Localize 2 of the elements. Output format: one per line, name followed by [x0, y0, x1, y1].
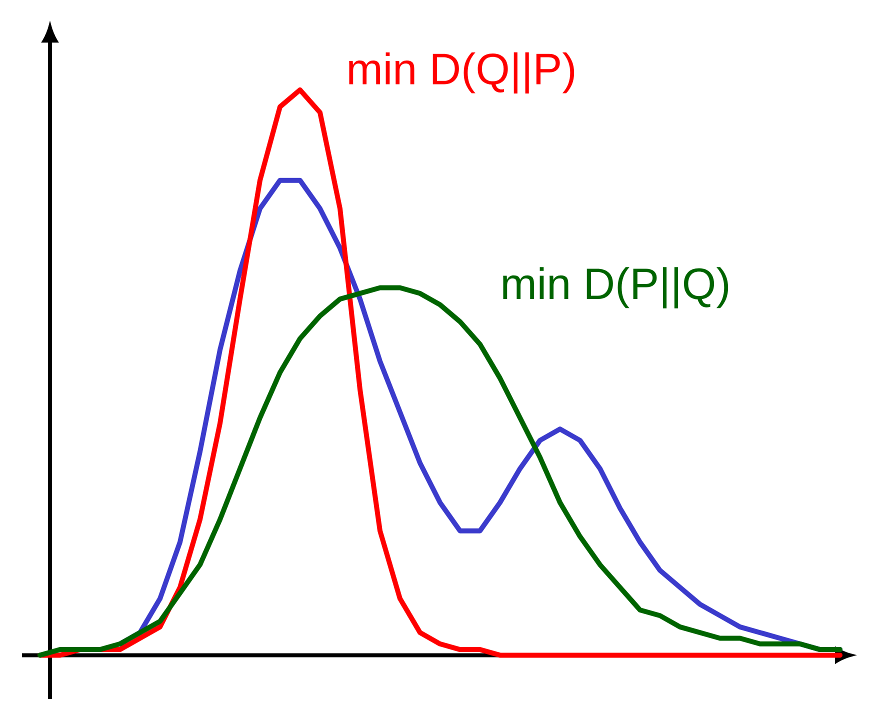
- series-label: min D(P||Q): [503, 267, 728, 308]
- series-label: min D(Q||P): [349, 52, 574, 94]
